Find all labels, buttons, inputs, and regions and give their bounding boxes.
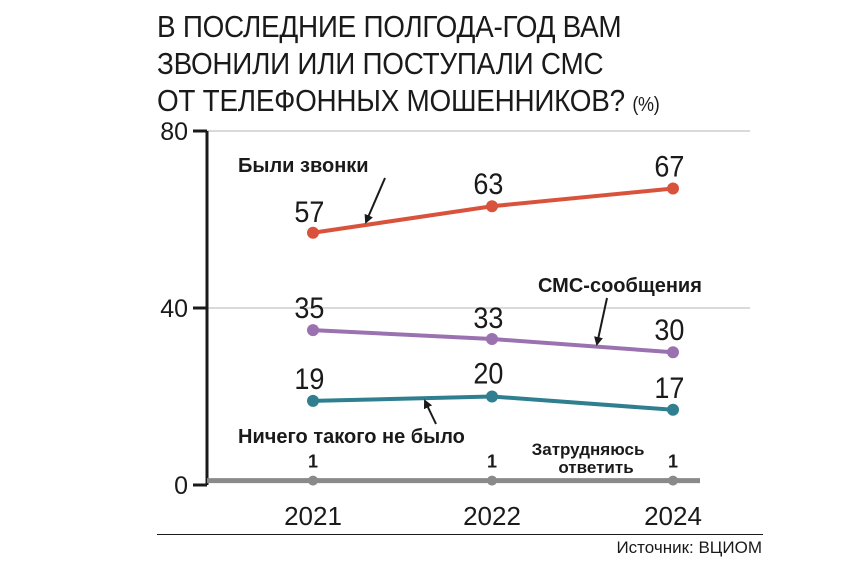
series-label-sms: СМС-сообщения: [538, 275, 702, 297]
data-label: 19: [294, 363, 324, 397]
title-line-3: ОТ ТЕЛЕФОННЫХ МОШЕННИКОВ?: [157, 83, 625, 118]
data-point: [667, 346, 679, 359]
data-point: [487, 475, 497, 486]
data-point: [307, 226, 319, 239]
x-axis: 2021 2022 2024: [284, 501, 702, 531]
series-label-calls: Были звонки: [238, 155, 369, 177]
title-line-2: ЗВОНИЛИ ИЛИ ПОСТУПАЛИ СМС: [157, 46, 604, 81]
footer-rule: [157, 534, 763, 535]
data-label: 20: [473, 357, 503, 391]
series-label-nothing: Ничего такого не было: [238, 426, 465, 448]
data-labels: 57 63 67 35 33 30 19 20 17 1 1 1: [294, 150, 684, 471]
x-tick-label: 2021: [284, 501, 342, 531]
data-label: 17: [654, 371, 684, 405]
data-point: [308, 475, 318, 486]
y-tick-label: 80: [160, 118, 188, 146]
arrow-calls: [364, 177, 386, 224]
source-note: Источник: ВЦИОМ: [616, 538, 762, 557]
data-label: 33: [473, 302, 503, 336]
y-tick-label: 0: [174, 472, 188, 500]
data-point: [668, 475, 678, 486]
x-tick-label: 2022: [463, 501, 521, 531]
data-point: [667, 403, 679, 416]
data-label: 63: [473, 168, 503, 202]
x-tick-label: 2024: [644, 501, 702, 531]
data-label: 57: [294, 195, 324, 229]
series-lines: [207, 182, 700, 486]
data-point: [486, 200, 498, 213]
title-line-1: В ПОСЛЕДНИЕ ПОЛГОДА-ГОД ВАМ: [157, 9, 622, 44]
data-label: 35: [294, 292, 324, 326]
chart-title: В ПОСЛЕДНИЕ ПОЛГОДА-ГОД ВАМ ЗВОНИЛИ ИЛИ …: [157, 8, 733, 124]
data-label: 1: [487, 452, 497, 472]
arrow-sms: [594, 297, 608, 346]
data-point: [486, 332, 498, 345]
data-label: 67: [654, 150, 684, 184]
data-label: 1: [668, 452, 678, 472]
data-label: 1: [308, 452, 318, 472]
series-label-unsure-line-1: Затрудняюсь: [532, 440, 645, 459]
arrow-nothing: [423, 399, 437, 425]
y-axis: 0 40 80: [160, 118, 209, 500]
data-point: [307, 394, 319, 407]
y-tick-label: 40: [160, 295, 188, 323]
data-point: [307, 324, 319, 337]
data-point: [486, 390, 498, 403]
data-point: [667, 182, 679, 195]
series-label-unsure-line-2: ответить: [558, 458, 633, 477]
data-label: 30: [654, 314, 684, 348]
title-unit: (%): [632, 94, 660, 116]
gridlines: [207, 130, 750, 309]
